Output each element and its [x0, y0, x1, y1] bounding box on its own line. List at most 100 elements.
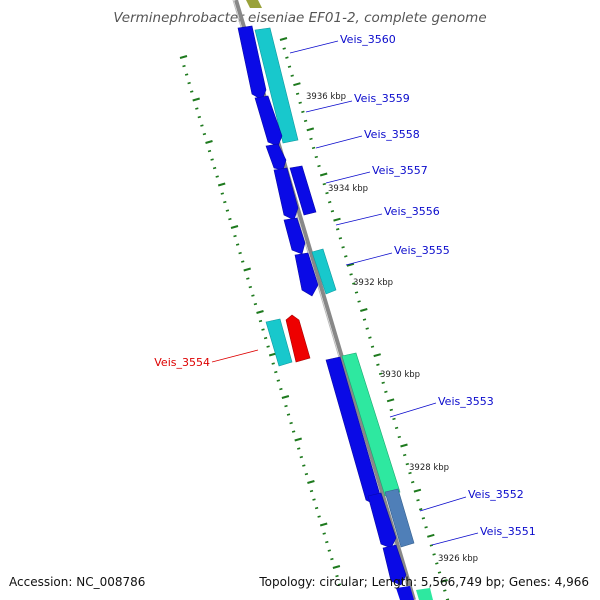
- major-tick: [319, 522, 328, 527]
- gene-label-veis-3551[interactable]: Veis_3551: [480, 525, 536, 538]
- minor-tick: [290, 74, 294, 77]
- leader-line: [315, 135, 363, 149]
- major-tick: [386, 398, 395, 403]
- gene-veis-3558[interactable]: [265, 143, 287, 171]
- minor-tick: [276, 379, 281, 382]
- minor-tick: [402, 453, 407, 457]
- gene-veis-3551[interactable]: [382, 544, 407, 586]
- minor-tick: [266, 345, 270, 348]
- minor-tick: [286, 413, 291, 416]
- minor-tick: [335, 228, 340, 231]
- minor-tick: [352, 282, 356, 285]
- gene-forward-b[interactable]: [273, 167, 299, 221]
- major-tick: [281, 395, 290, 399]
- minor-tick: [437, 571, 442, 574]
- minor-tick: [370, 345, 375, 348]
- minor-tick: [228, 217, 232, 221]
- major-tick: [294, 437, 302, 442]
- minor-tick: [195, 107, 199, 110]
- minor-tick: [357, 300, 361, 303]
- gene-label-veis-3557[interactable]: Veis_3557: [372, 164, 428, 177]
- minor-tick: [325, 540, 329, 544]
- minor-tick: [248, 285, 253, 289]
- minor-tick: [335, 574, 339, 578]
- minor-tick: [330, 557, 334, 561]
- major-tick: [256, 310, 264, 314]
- minor-tick: [240, 260, 245, 263]
- minor-tick: [298, 101, 302, 104]
- minor-tick: [322, 532, 326, 535]
- gene-veis-3555[interactable]: [294, 252, 319, 297]
- minor-tick: [274, 370, 278, 374]
- gene-label-veis-3560[interactable]: Veis_3560: [340, 33, 396, 46]
- major-tick: [319, 172, 328, 177]
- gene-veis-3556[interactable]: [283, 217, 306, 255]
- gene-partial-top-olive[interactable]: [246, 0, 262, 8]
- gene-forward-d[interactable]: [367, 492, 397, 549]
- minor-tick: [344, 255, 348, 258]
- scale-label-3928: 3928 kbp: [409, 463, 449, 473]
- minor-tick: [287, 65, 292, 68]
- leader-line: [325, 171, 371, 184]
- minor-tick: [405, 462, 410, 466]
- minor-tick: [246, 277, 250, 280]
- minor-tick: [253, 302, 258, 306]
- minor-tick: [314, 506, 319, 510]
- minor-tick: [314, 155, 319, 159]
- gene-forward-a[interactable]: [237, 25, 267, 101]
- major-tick: [179, 55, 188, 59]
- map-title: Verminephrobacter eiseniae EF01-2, compl…: [113, 10, 486, 26]
- minor-tick: [285, 56, 289, 59]
- minor-tick: [202, 132, 207, 136]
- gene-label-veis-3554[interactable]: Veis_3554: [154, 356, 210, 369]
- accession-text: Accession: NC_008786: [9, 575, 145, 589]
- minor-tick: [354, 291, 359, 294]
- major-tick: [413, 488, 422, 493]
- gene-veis-3555-reverse[interactable]: [311, 248, 337, 295]
- minor-tick: [304, 472, 309, 476]
- leader-line: [289, 40, 339, 54]
- gene-partial-bottom-green[interactable]: [416, 588, 433, 600]
- minor-tick: [432, 553, 436, 556]
- minor-tick: [435, 562, 439, 565]
- minor-tick: [410, 480, 415, 484]
- gene-veis-3552[interactable]: [384, 488, 415, 548]
- gene-label-veis-3556[interactable]: Veis_3556: [384, 205, 440, 218]
- gene-veis-3560[interactable]: [254, 27, 299, 144]
- gene-label-veis-3552[interactable]: Veis_3552: [468, 488, 524, 501]
- gene-veis-3557[interactable]: [289, 165, 317, 216]
- gene-veis-3554[interactable]: [285, 314, 311, 363]
- minor-tick: [303, 119, 308, 123]
- minor-tick: [296, 447, 301, 450]
- minor-tick: [389, 408, 394, 412]
- minor-tick: [289, 421, 293, 425]
- gene-veis-3554-cyan[interactable]: [265, 318, 293, 367]
- minor-tick: [233, 234, 237, 238]
- gene-label-veis-3559[interactable]: Veis_3559: [354, 92, 410, 105]
- minor-tick: [235, 243, 240, 246]
- minor-tick: [271, 362, 275, 365]
- gene-label-veis-3555[interactable]: Veis_3555: [394, 244, 450, 257]
- minor-tick: [263, 336, 268, 340]
- minor-tick: [251, 294, 255, 297]
- gene-partial-bottom-blue[interactable]: [396, 586, 414, 600]
- major-tick: [192, 97, 200, 102]
- minor-tick: [317, 164, 321, 168]
- gene-veis-3553[interactable]: [341, 352, 401, 497]
- leader-line: [335, 213, 383, 226]
- minor-tick: [302, 464, 306, 467]
- minor-tick: [443, 589, 447, 592]
- scale-label-3930: 3930 kbp: [380, 370, 420, 380]
- minor-tick: [381, 381, 385, 384]
- minor-tick: [197, 115, 202, 119]
- minor-tick: [223, 200, 227, 204]
- gene-veis-3559[interactable]: [254, 95, 283, 147]
- minor-tick: [384, 390, 388, 394]
- gene-label-veis-3558[interactable]: Veis_3558: [364, 128, 420, 141]
- minor-tick: [207, 149, 212, 153]
- minor-tick: [341, 246, 345, 249]
- minor-tick: [309, 489, 314, 493]
- minor-tick: [225, 209, 230, 212]
- gene-label-veis-3553[interactable]: Veis_3553: [438, 395, 494, 408]
- minor-tick: [365, 327, 369, 330]
